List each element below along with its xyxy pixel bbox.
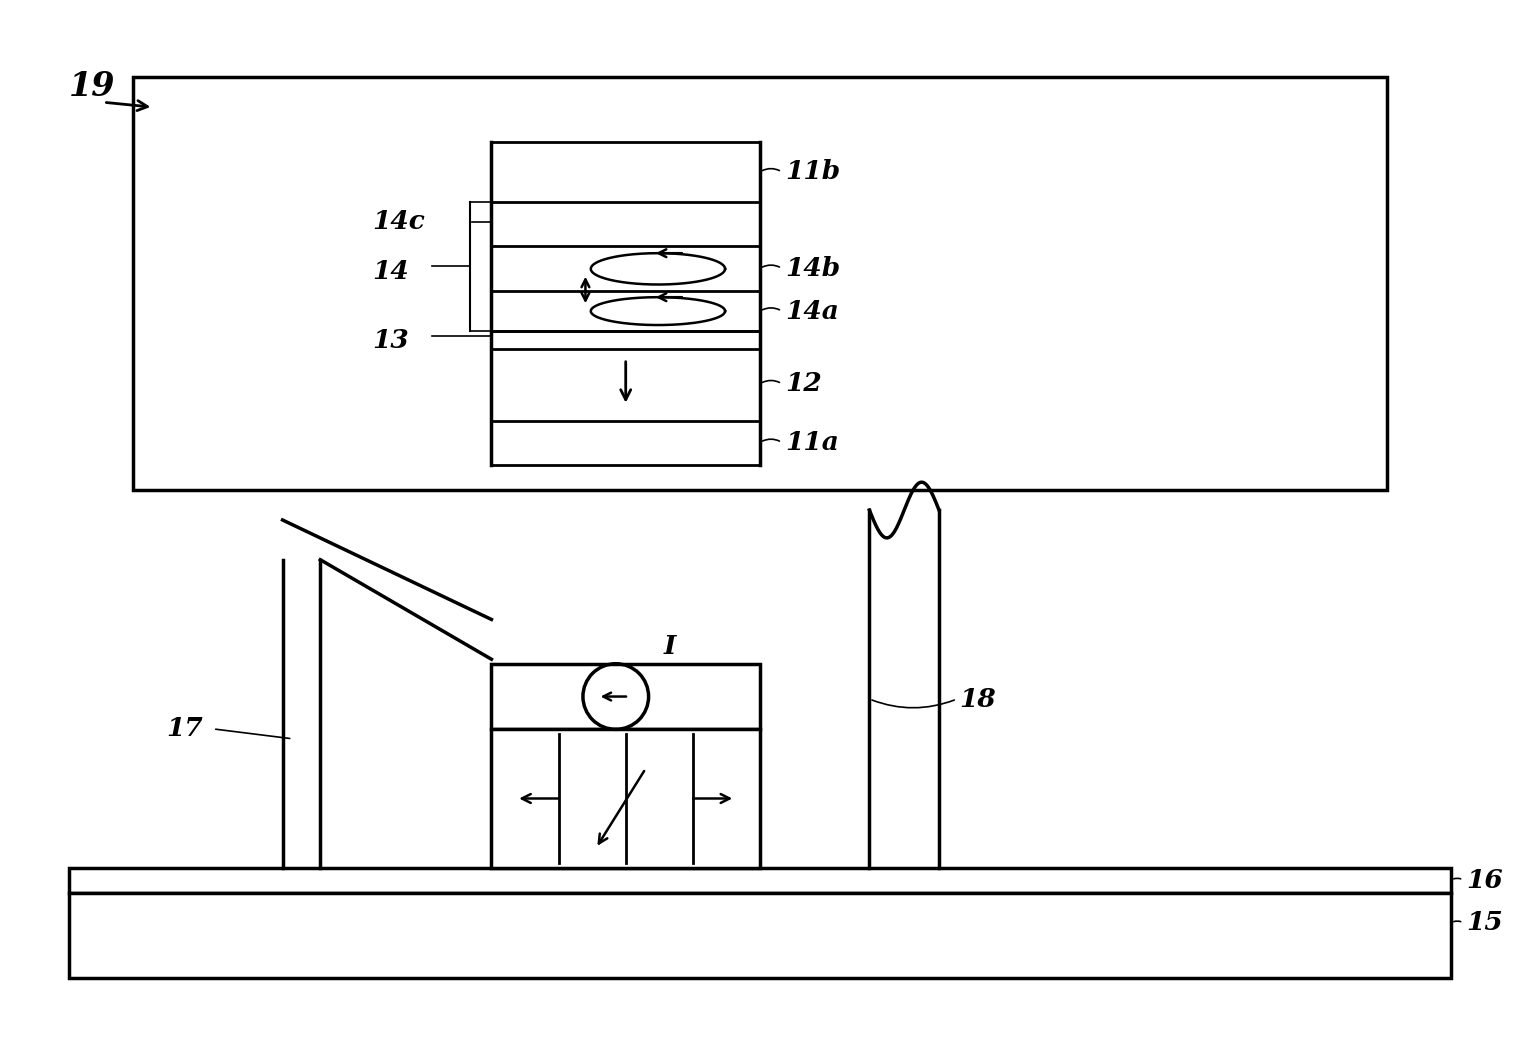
Bar [68, 868, 1452, 893]
Text: 17: 17 [167, 717, 203, 741]
Text: 13: 13 [372, 329, 408, 354]
Text: 11b: 11b [784, 160, 840, 185]
Text: 14a: 14a [784, 299, 839, 324]
Text: 16: 16 [1467, 868, 1503, 893]
Text: 14c: 14c [372, 209, 425, 234]
Text: 11a: 11a [784, 430, 839, 455]
Text: 12: 12 [784, 371, 822, 396]
Text: 14b: 14b [784, 256, 840, 281]
Bar [68, 893, 1452, 978]
Bar [133, 78, 1387, 491]
Text: 18: 18 [959, 686, 995, 711]
Text: I: I [663, 634, 677, 658]
Text: 19: 19 [68, 71, 115, 104]
Text: 15: 15 [1467, 910, 1503, 935]
Text: 14: 14 [372, 259, 408, 284]
Bar [492, 729, 760, 868]
Bar [492, 665, 760, 729]
